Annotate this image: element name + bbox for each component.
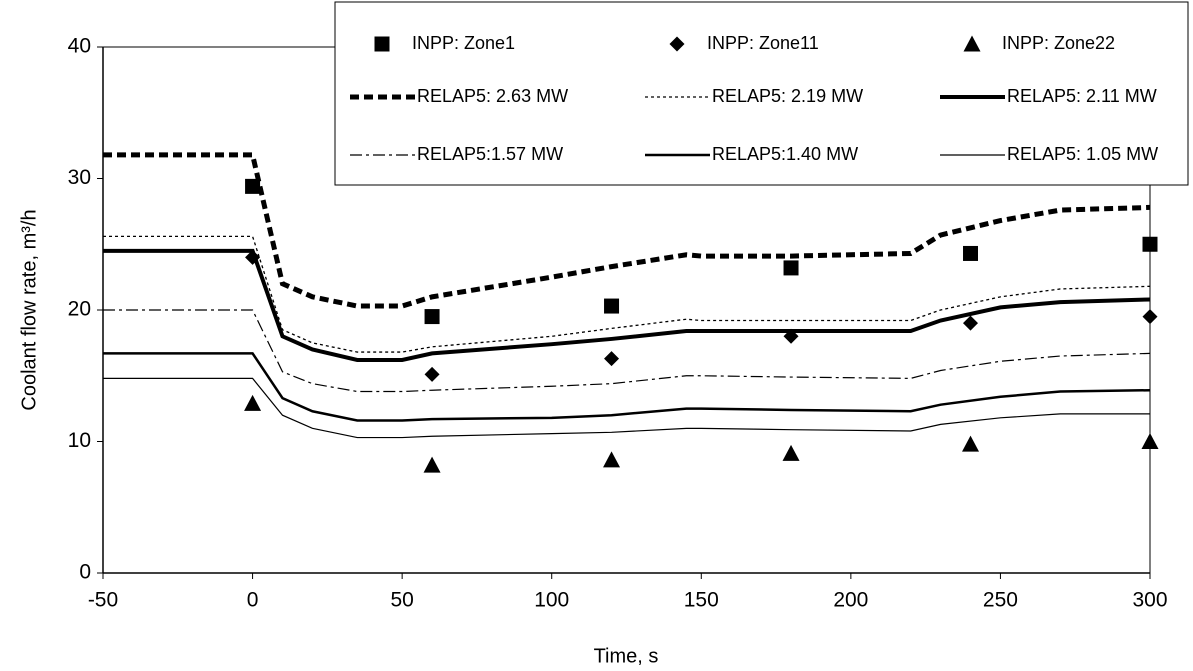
marker — [962, 435, 980, 452]
marker — [423, 456, 441, 473]
y-axis-label: Coolant flow rate, m³/h — [18, 209, 40, 410]
series-line — [103, 377, 1150, 439]
marker — [374, 36, 390, 52]
series-line — [103, 352, 1151, 422]
marker — [669, 36, 685, 52]
y-tick-label: 30 — [68, 166, 91, 189]
legend-label: INPP: Zone1 — [412, 33, 515, 53]
marker — [245, 249, 261, 265]
x-tick-label: -50 — [88, 589, 118, 612]
series-line — [103, 248, 1151, 362]
y-tick-label: 0 — [79, 561, 91, 584]
marker — [1142, 236, 1158, 252]
x-tick-label: 50 — [390, 589, 413, 612]
y-tick-label: 10 — [68, 429, 91, 452]
marker — [1141, 433, 1159, 449]
marker — [963, 35, 981, 52]
marker — [245, 178, 261, 194]
x-tick-label: 200 — [833, 589, 868, 612]
marker — [963, 245, 979, 261]
x-tick-label: 150 — [684, 589, 719, 612]
marker — [603, 451, 621, 468]
marker — [1142, 309, 1158, 325]
legend-label: RELAP5:1.40 MW — [712, 144, 858, 164]
legend-label: RELAP5: 2.63 MW — [417, 86, 568, 106]
marker — [424, 309, 440, 325]
legend-label: INPP: Zone11 — [707, 33, 819, 53]
legend-label: RELAP5:1.57 MW — [417, 144, 563, 164]
marker — [782, 444, 800, 461]
marker — [963, 315, 979, 331]
series-line — [103, 309, 1151, 393]
series-line — [103, 152, 1151, 309]
x-tick-label: 300 — [1132, 589, 1167, 612]
marker — [244, 394, 262, 411]
legend-label: RELAP5: 2.11 MW — [1007, 86, 1157, 106]
marker — [604, 298, 620, 314]
marker — [783, 328, 799, 344]
legend-label: RELAP5: 1.05 MW — [1007, 144, 1158, 164]
marker — [783, 260, 799, 276]
x-tick-label: 0 — [247, 589, 259, 612]
x-axis-label: Time, s — [594, 645, 659, 667]
legend-box — [334, 1, 1189, 186]
y-tick-label: 20 — [68, 298, 91, 321]
x-tick-label: 100 — [534, 589, 569, 612]
legend-label: RELAP5: 2.19 MW — [712, 86, 863, 106]
y-tick-label: 40 — [68, 35, 91, 58]
legend-label: INPP: Zone22 — [1002, 33, 1115, 53]
marker — [604, 351, 620, 367]
x-tick-label: 250 — [983, 589, 1018, 612]
marker — [424, 366, 440, 382]
legend: INPP: Zone1 INPP: Zone11 INPP: Zone22 RELAP… — [334, 1, 1189, 186]
series-line — [103, 235, 1151, 353]
